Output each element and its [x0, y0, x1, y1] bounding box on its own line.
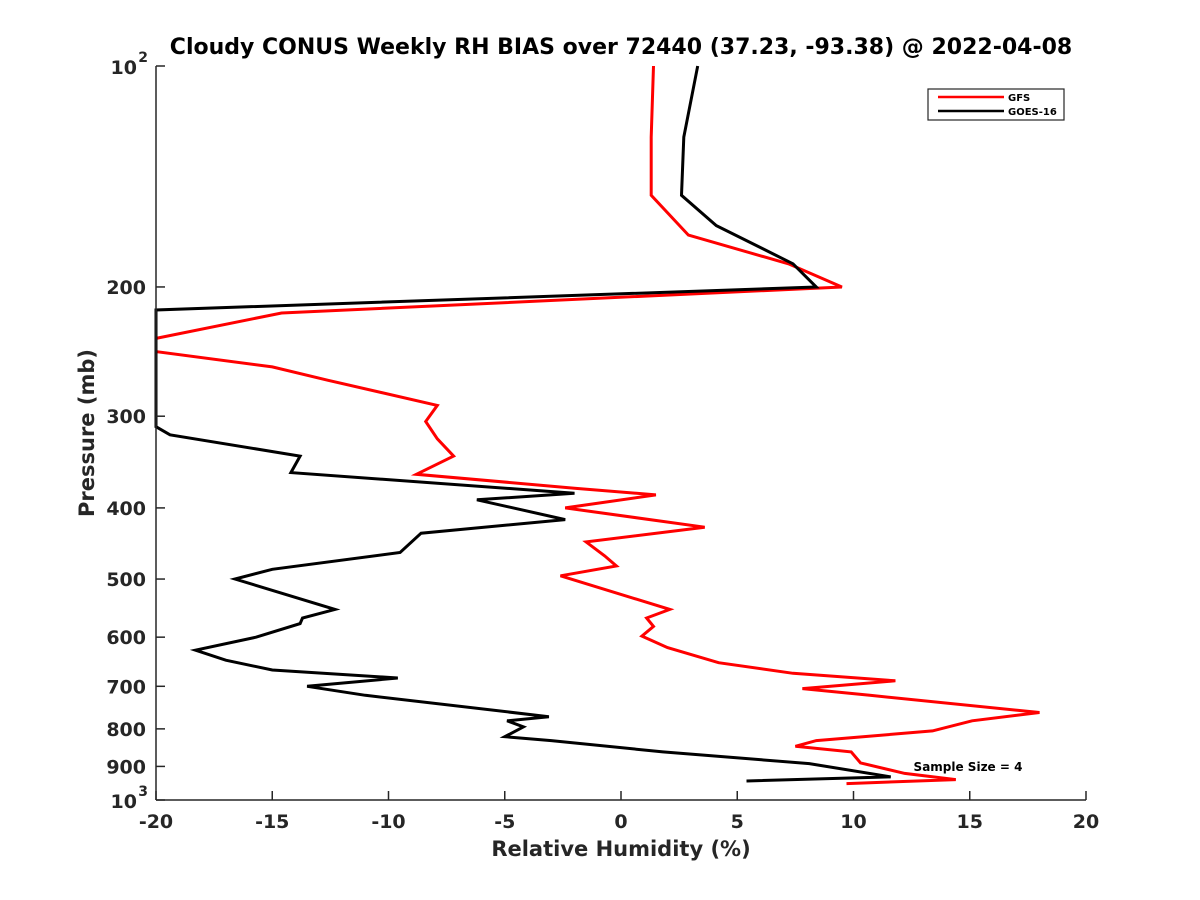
y-tick-label: 700 [106, 676, 146, 698]
y-tick-label: 400 [106, 498, 146, 520]
sample-size-annotation: Sample Size = 4 [914, 760, 1023, 774]
x-tick-label: -20 [139, 811, 173, 833]
y-tick-exponent: 2 [138, 50, 148, 66]
x-tick-label: -15 [255, 811, 289, 833]
x-tick-label: 5 [731, 811, 744, 833]
x-tick-label: 15 [957, 811, 983, 833]
legend-entries: GFS GOES-16 [938, 93, 1057, 118]
x-tick-label: -5 [494, 811, 515, 833]
y-tick-label: 10 [111, 57, 137, 79]
x-tick-label: 20 [1073, 811, 1099, 833]
y-tick-label: 10 [111, 791, 137, 813]
x-tick-label: -10 [371, 811, 405, 833]
plot-area: -20 -15 -10 -5 0 5 10 15 20 21020030040050060070… [106, 50, 1099, 833]
y-tick-label: 900 [106, 756, 146, 778]
x-axis-label: Relative Humidity (%) [491, 837, 750, 861]
legend-box [927, 88, 1065, 121]
legend: GFS GOES-16 [927, 88, 1065, 121]
y-tick-label: 500 [106, 569, 146, 591]
y-tick-label: 600 [106, 627, 146, 649]
x-tick-label: 10 [840, 811, 866, 833]
legend-label: GFS [1008, 93, 1030, 104]
legend-label: GOES-16 [1008, 107, 1057, 118]
y-tick-label: 200 [106, 277, 146, 299]
chart-title: Cloudy CONUS Weekly RH BIAS over 72440 (… [170, 35, 1072, 60]
y-tick-label: 300 [106, 406, 146, 428]
y-axis-label: Pressure (mb) [75, 349, 99, 517]
y-tick-exponent: 3 [138, 784, 148, 800]
x-ticks: -20 -15 -10 -5 0 5 10 15 20 [139, 791, 1099, 833]
x-tick-label: 0 [614, 811, 627, 833]
y-tick-label: 800 [106, 719, 146, 741]
